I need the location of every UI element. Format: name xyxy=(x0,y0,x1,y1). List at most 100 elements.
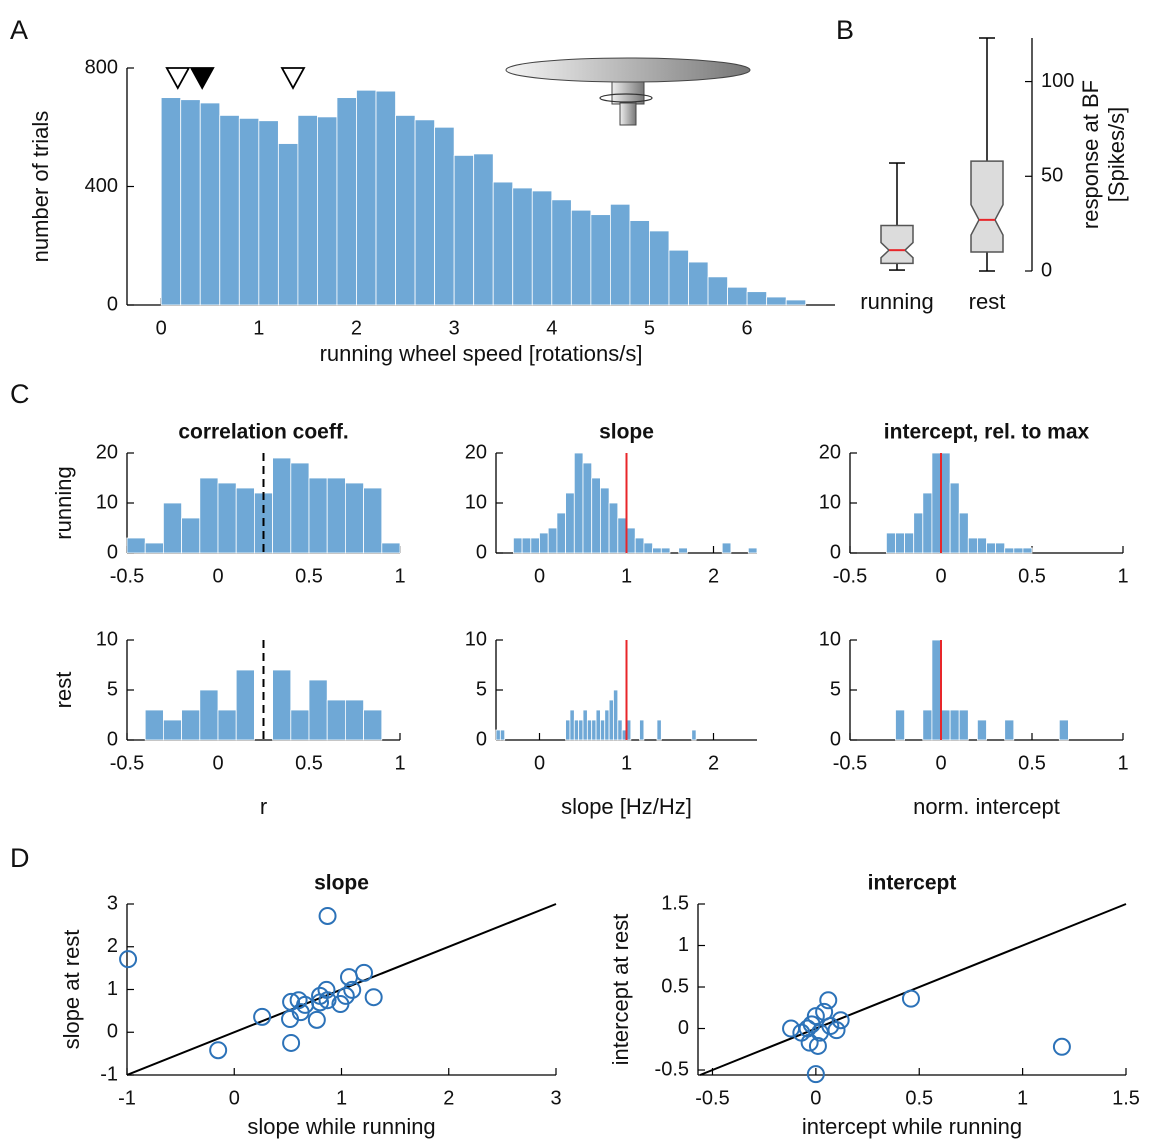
bar xyxy=(678,547,688,554)
bar xyxy=(219,115,240,306)
bar xyxy=(573,719,580,741)
y-tick-label: 50 xyxy=(1041,165,1063,187)
y-tick-label: 10 xyxy=(96,491,118,513)
bar xyxy=(381,542,401,554)
y-tick-label: 800 xyxy=(85,56,118,78)
bar xyxy=(895,532,906,554)
bar xyxy=(785,299,807,306)
bar xyxy=(668,249,689,306)
bar xyxy=(317,116,338,306)
bar xyxy=(931,639,942,741)
bar xyxy=(297,115,318,306)
bar xyxy=(904,532,915,554)
point xyxy=(336,986,355,1005)
bar xyxy=(958,512,969,554)
bar xyxy=(199,477,219,554)
point xyxy=(1052,1037,1071,1056)
bar xyxy=(600,719,606,741)
bar xyxy=(895,709,906,741)
bar xyxy=(613,689,619,741)
point xyxy=(831,1011,850,1030)
x-tick-label: 0.5 xyxy=(295,565,323,587)
bar xyxy=(643,542,654,554)
y-tick-label: 10 xyxy=(819,628,841,650)
x-tick-label: 2 xyxy=(708,565,719,587)
x-tick-label: -0.5 xyxy=(833,752,867,774)
bar xyxy=(565,719,571,741)
x-tick-label: 0.5 xyxy=(295,752,323,774)
bar xyxy=(344,482,364,554)
bar xyxy=(363,487,383,554)
y-tick-label: 10 xyxy=(465,491,487,513)
y-tick-label: 0.5 xyxy=(661,975,689,997)
x-tick-label: 3 xyxy=(449,317,460,339)
point xyxy=(318,906,337,925)
y-tick-label: 0 xyxy=(476,728,487,750)
point xyxy=(282,1033,301,1052)
bar xyxy=(344,699,364,741)
y-tick-label: 20 xyxy=(819,441,841,463)
bar xyxy=(600,487,610,554)
bar xyxy=(967,537,978,554)
x-tick-label: 0 xyxy=(534,752,545,774)
x-tick-label: -0.5 xyxy=(695,1087,729,1109)
x-tick-label: 1 xyxy=(621,752,632,774)
bar xyxy=(608,502,619,554)
category-label: running xyxy=(860,289,933,314)
bar xyxy=(556,512,567,554)
bar xyxy=(513,537,523,554)
y-axis-label: response at BF xyxy=(1078,80,1103,229)
x-tick-label: 0 xyxy=(229,1087,240,1109)
y-tick-label: 1.5 xyxy=(661,892,689,914)
y-tick-label: 1 xyxy=(107,978,118,1000)
marker-triangle xyxy=(189,67,215,90)
y-tick-label: 0 xyxy=(107,541,118,563)
bar xyxy=(162,502,182,554)
bar xyxy=(886,532,896,554)
bar xyxy=(590,214,611,306)
x-tick-label: 1 xyxy=(621,565,632,587)
bar xyxy=(691,729,697,741)
point xyxy=(307,1010,326,1029)
y-tick-label: 100 xyxy=(1041,70,1074,92)
bar xyxy=(913,512,924,554)
bar xyxy=(238,117,260,306)
bar xyxy=(1058,719,1069,741)
point xyxy=(808,1036,827,1055)
bar xyxy=(539,532,549,554)
x-tick-label: 0 xyxy=(534,565,545,587)
x-tick-label: 1 xyxy=(1017,1087,1028,1109)
bar xyxy=(336,97,357,306)
y-tick-label: 400 xyxy=(85,175,118,197)
bar xyxy=(608,699,614,741)
bar xyxy=(569,709,575,741)
bar xyxy=(235,669,255,741)
x-tick-label: 0 xyxy=(212,565,223,587)
bar xyxy=(356,89,377,306)
bar xyxy=(995,542,1006,554)
bar xyxy=(144,709,164,741)
bar xyxy=(521,537,532,554)
point xyxy=(343,980,362,999)
bar xyxy=(565,492,575,554)
x-tick-label: -0.5 xyxy=(833,565,867,587)
point xyxy=(355,963,374,982)
point xyxy=(318,991,337,1010)
bar xyxy=(629,220,650,306)
x-tick-label: 3 xyxy=(550,1087,561,1109)
bar xyxy=(434,126,455,306)
point xyxy=(364,988,383,1007)
x-tick-label: 1 xyxy=(336,1087,347,1109)
chart-title: correlation coeff. xyxy=(178,421,348,444)
y-axis-label: [Spikes/s] xyxy=(1104,107,1129,202)
box xyxy=(970,160,1004,253)
bar xyxy=(1004,547,1015,554)
y-tick-label: -0.5 xyxy=(655,1058,689,1080)
identity-line xyxy=(699,903,1127,1076)
bar xyxy=(551,199,572,306)
point xyxy=(798,1019,817,1038)
y-tick-label: 20 xyxy=(96,441,118,463)
x-tick-label: -1 xyxy=(118,1087,136,1109)
x-tick-label: 1 xyxy=(394,565,405,587)
bar xyxy=(363,709,383,741)
